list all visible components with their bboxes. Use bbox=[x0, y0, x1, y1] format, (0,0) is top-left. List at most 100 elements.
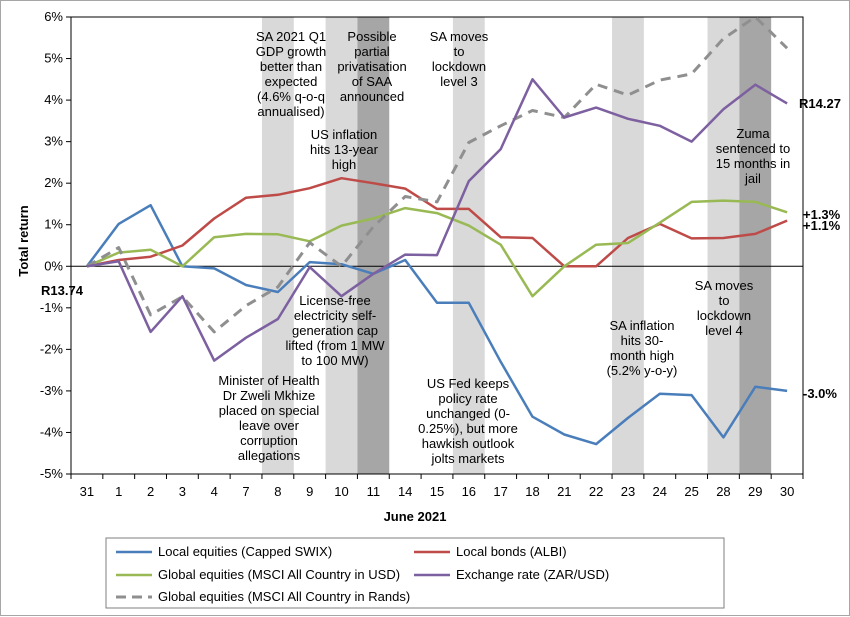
annotation-line: level 4 bbox=[705, 323, 743, 338]
y-tick-label: 5% bbox=[44, 51, 63, 66]
annotation-line: privatisation bbox=[337, 59, 406, 74]
annotation-line: 15 months in bbox=[716, 156, 790, 171]
annotation-2: SA moves to lockdown level 3 bbox=[430, 29, 489, 89]
x-tick-label: 9 bbox=[306, 484, 313, 499]
plot-border bbox=[70, 16, 804, 475]
annotation-1: Possible partial privatisation of SAA announ… bbox=[337, 29, 406, 104]
y-tick-label: -4% bbox=[40, 424, 64, 439]
annotation-line: level 3 bbox=[440, 74, 478, 89]
x-tick-label: 15 bbox=[430, 484, 444, 499]
end-label-0: R14.27 bbox=[799, 96, 841, 111]
x-tick-label: 7 bbox=[242, 484, 249, 499]
annotation-line: US inflation bbox=[311, 127, 377, 142]
annotation-4: Zuma sentenced to 15 months in jail bbox=[716, 126, 790, 186]
event-shade-0 bbox=[261, 17, 294, 474]
y-tick-label: 4% bbox=[44, 92, 63, 107]
x-tick-label: 18 bbox=[525, 484, 539, 499]
y-tick-label: 1% bbox=[44, 217, 63, 232]
annotation-8: SA inflation hits 30-month high (5.2% y-o-… bbox=[607, 318, 678, 378]
end-label-4: R13.74 bbox=[41, 283, 84, 298]
annotation-line: leave over bbox=[239, 418, 300, 433]
end-label-1: +1.3% bbox=[803, 207, 841, 222]
annotation-line: hits 30- bbox=[621, 333, 664, 348]
annotation-line: Zuma bbox=[736, 126, 770, 141]
legend-label-1: Local bonds (ALBI) bbox=[456, 544, 567, 559]
end-labels: R14.27 +1.3%+1.1% -3.0% R13.74 bbox=[41, 96, 841, 401]
series-lines bbox=[85, 15, 789, 446]
annotation-3: US inflation hits 13-year high bbox=[310, 127, 379, 172]
x-tick-label: 16 bbox=[462, 484, 476, 499]
y-tick-label: 6% bbox=[44, 9, 63, 24]
y-tick-label: -5% bbox=[40, 466, 64, 481]
annotation-line: (4.6% q-o-q bbox=[257, 89, 325, 104]
event-shade-2 bbox=[357, 17, 390, 474]
annotation-0: SA 2021 Q1 GDP growth better than expected(… bbox=[256, 29, 327, 119]
series-line-0 bbox=[85, 203, 788, 446]
annotation-line: US Fed keeps bbox=[427, 376, 510, 391]
y-tick-label: -2% bbox=[40, 341, 64, 356]
x-tick-label: 10 bbox=[334, 484, 348, 499]
annotation-line: Minister of Health bbox=[218, 373, 319, 388]
annotation-line: partial bbox=[354, 44, 390, 59]
annotation-line: to bbox=[454, 44, 465, 59]
annotation-line: generation cap bbox=[292, 323, 378, 338]
x-tick-label: 22 bbox=[589, 484, 603, 499]
y-tick-label: -3% bbox=[40, 383, 64, 398]
annotation-line: SA moves bbox=[695, 278, 754, 293]
y-axis-title: Total return bbox=[16, 205, 31, 276]
annotation-line: hits 13-year bbox=[310, 142, 379, 157]
annotation-line: lifted (from 1 MW bbox=[286, 338, 386, 353]
x-tick-label: 8 bbox=[274, 484, 281, 499]
x-tick-label: 4 bbox=[211, 484, 218, 499]
legend-label-0: Local equities (Capped SWIX) bbox=[158, 544, 332, 559]
end-label-3: -3.0% bbox=[803, 386, 837, 401]
legend-box bbox=[105, 537, 725, 609]
x-tick-label: 31 bbox=[80, 484, 94, 499]
x-tick-label: 1 bbox=[115, 484, 122, 499]
series-line-2 bbox=[86, 199, 788, 298]
annotations: SA 2021 Q1 GDP growth better than expected(… bbox=[218, 29, 790, 466]
end-label-2: +1.1% bbox=[803, 218, 841, 233]
x-tick-label: 2 bbox=[147, 484, 154, 499]
annotation-line: sentenced to bbox=[716, 141, 790, 156]
annotation-line: allegations bbox=[238, 448, 301, 463]
annotation-line: jail bbox=[744, 171, 761, 186]
legend: Local equities (Capped SWIX) Local bonds … bbox=[116, 544, 609, 604]
annotation-line: unchanged (0- bbox=[426, 406, 510, 421]
annotation-line: to 100 MW) bbox=[301, 353, 368, 368]
annotation-line: annualised) bbox=[257, 104, 324, 119]
annotation-line: electricity self- bbox=[294, 308, 376, 323]
x-tick-label: 23 bbox=[621, 484, 635, 499]
annotation-line: (5.2% y-o-y) bbox=[607, 363, 678, 378]
x-tick-label: 30 bbox=[780, 484, 794, 499]
annotation-9: SA moves to lockdown level 4 bbox=[695, 278, 754, 338]
event-shade-3 bbox=[452, 17, 485, 474]
annotation-line: lockdown bbox=[697, 308, 751, 323]
annotation-line: of SAA bbox=[352, 74, 393, 89]
annotation-line: placed on special bbox=[219, 403, 320, 418]
annotation-line: SA moves bbox=[430, 29, 489, 44]
annotation-line: announced bbox=[340, 89, 404, 104]
x-tick-label: 14 bbox=[398, 484, 412, 499]
x-tick-label: 21 bbox=[557, 484, 571, 499]
annotation-line: SA 2021 Q1 bbox=[256, 29, 326, 44]
event-shade-5 bbox=[707, 17, 740, 474]
annotation-line: 0.25%), but more bbox=[418, 421, 518, 436]
annotation-line: high bbox=[332, 157, 357, 172]
annotation-line: Possible bbox=[347, 29, 396, 44]
x-tick-label: 24 bbox=[653, 484, 667, 499]
y-tick-label: 0% bbox=[44, 258, 63, 273]
annotation-line: License-free bbox=[299, 293, 371, 308]
event-shade-4 bbox=[612, 17, 644, 474]
annotation-5: License-free electricity self-generation … bbox=[286, 293, 386, 368]
x-tick-label: 28 bbox=[716, 484, 730, 499]
legend-label-4: Global equities (MSCI All Country in Ran… bbox=[158, 589, 410, 604]
x-tick-label: 25 bbox=[684, 484, 698, 499]
annotation-6: Minister of Health Dr Zweli Mkhize placed … bbox=[218, 373, 319, 463]
legend-label-3: Exchange rate (ZAR/USD) bbox=[456, 567, 609, 582]
series-line-4 bbox=[86, 15, 789, 334]
annotation-7: US Fed keeps policy rate unchanged (0-0.25… bbox=[418, 376, 518, 466]
y-tick-label: 2% bbox=[44, 175, 63, 190]
